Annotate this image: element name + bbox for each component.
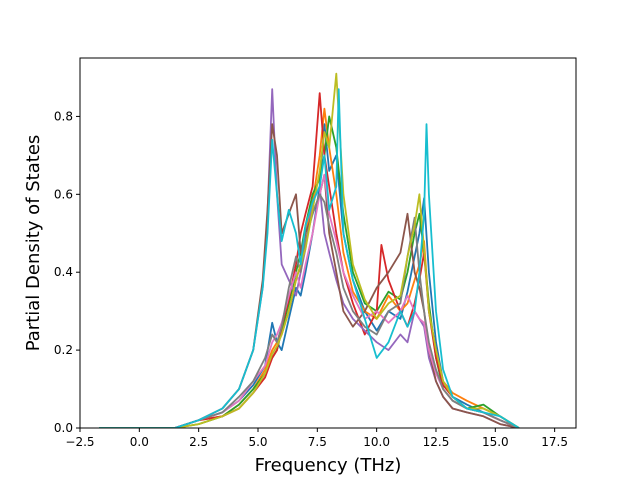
x-axis-label: Frequency (THz): [255, 455, 402, 476]
series-layer: [99, 72, 520, 428]
plot-frame: [79, 57, 577, 429]
x-tick-label: −2.5: [65, 435, 94, 449]
x-tick-label: 12.5: [423, 435, 450, 449]
y-tick-label: 0.2: [54, 343, 73, 357]
y-tick-label: 0.8: [54, 109, 73, 123]
x-tick-label: 5.0: [248, 435, 267, 449]
y-tick-label: 0.0: [54, 421, 73, 435]
y-axis-ticks: 0.0 0.2 0.4 0.6 0.8: [54, 109, 80, 435]
x-tick-label: 7.5: [308, 435, 327, 449]
y-axis-label: Partial Density of States: [23, 135, 44, 352]
series-line-6: [99, 173, 520, 428]
x-axis-ticks: −2.5 0.0 2.5 5.0 7.5 10.0 12.5 15.0 17.5: [65, 428, 568, 449]
x-tick-label: 17.5: [541, 435, 568, 449]
y-tick-label: 0.4: [54, 265, 73, 279]
x-tick-label: 0.0: [130, 435, 149, 449]
y-tick-label: 0.6: [54, 187, 73, 201]
series-line-9: [99, 88, 520, 428]
series-line-5: [99, 123, 520, 428]
series-line-7: [99, 193, 520, 428]
x-tick-label: 15.0: [482, 435, 509, 449]
x-tick-label: 10.0: [363, 435, 390, 449]
series-line-8: [99, 72, 520, 428]
x-tick-label: 2.5: [189, 435, 208, 449]
